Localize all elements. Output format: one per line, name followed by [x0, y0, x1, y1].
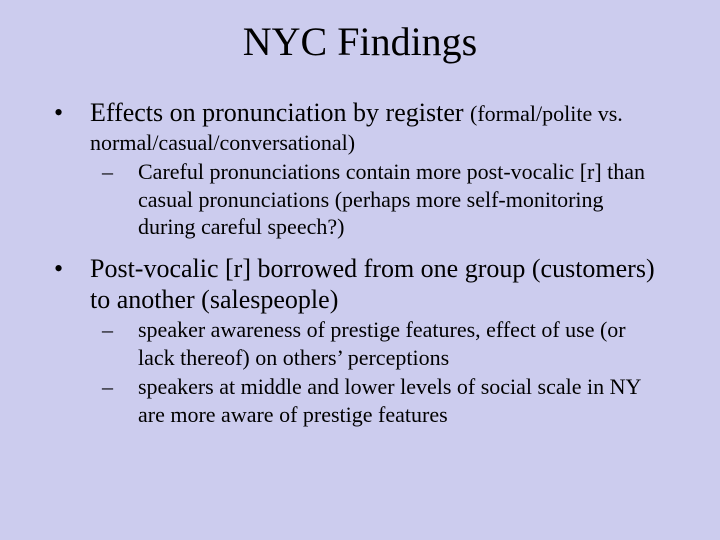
bullet-2-sub-2: –speakers at middle and lower levels of … — [120, 373, 660, 428]
bullet-1-sub-1: –Careful pronunciations contain more pos… — [120, 158, 660, 241]
bullet-1-sub-1-text: Careful pronunciations contain more post… — [138, 159, 645, 239]
bullet-1: •Effects on pronunciation by register (f… — [72, 97, 660, 129]
bullet-2-sub-1-text: speaker awareness of prestige features, … — [138, 317, 626, 370]
bullet-1-paren: (formal/polite vs. — [470, 101, 623, 126]
slide: NYC Findings •Effects on pronunciation b… — [0, 0, 720, 540]
bullet-2-sub-1: –speaker awareness of prestige features,… — [120, 316, 660, 371]
bullet-2-sub-2-text: speakers at middle and lower levels of s… — [138, 374, 641, 427]
spacer — [60, 243, 660, 253]
bullet-marker: • — [72, 97, 90, 129]
bullet-1-continuation: normal/casual/conversational) — [90, 129, 660, 157]
bullet-1-text: Effects on pronunciation by register — [90, 98, 470, 127]
bullet-2: •Post-vocalic [r] borrowed from one grou… — [72, 253, 660, 316]
dash-marker: – — [120, 158, 138, 186]
dash-marker: – — [120, 373, 138, 401]
bullet-2-text: Post-vocalic [r] borrowed from one group… — [90, 254, 655, 315]
bullet-marker: • — [72, 253, 90, 285]
slide-title: NYC Findings — [60, 18, 660, 65]
dash-marker: – — [120, 316, 138, 344]
